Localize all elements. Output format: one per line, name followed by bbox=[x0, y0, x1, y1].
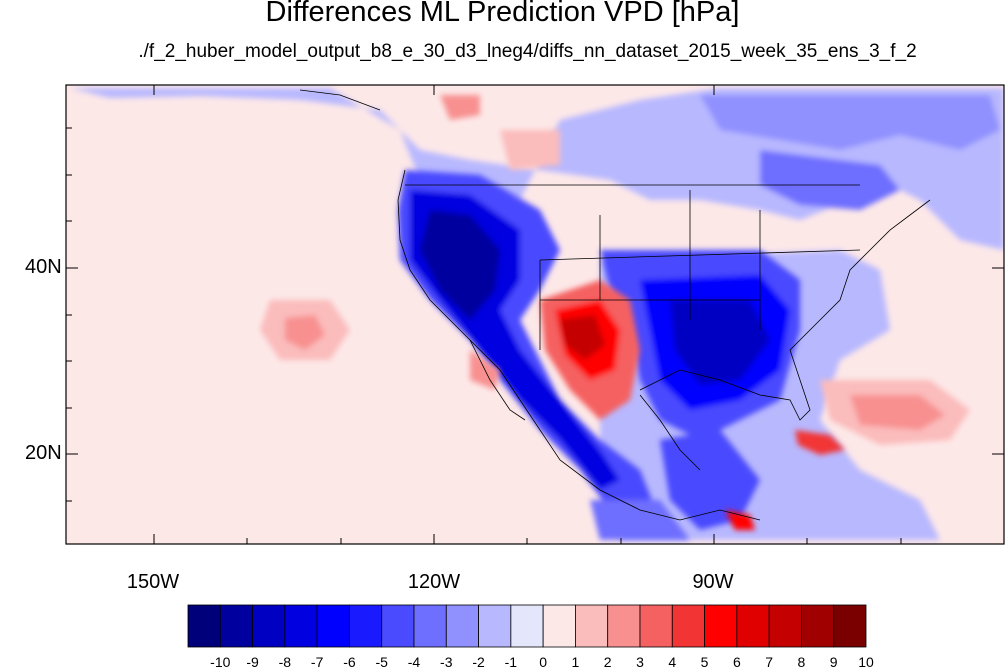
colorbar-label: -10 bbox=[210, 654, 231, 670]
lon-label-120w: 120W bbox=[407, 571, 461, 593]
colorbar-label: 5 bbox=[700, 654, 709, 670]
colorbar-swatch bbox=[671, 604, 705, 648]
difference-field bbox=[66, 85, 1004, 544]
colorbar-swatch bbox=[219, 604, 253, 648]
colorbar-label: -6 bbox=[343, 654, 356, 670]
colorbar-label: -4 bbox=[407, 654, 421, 670]
colorbar-swatch bbox=[768, 604, 802, 648]
colorbar-label: -8 bbox=[278, 654, 292, 670]
negative-regions-deep bbox=[398, 170, 800, 540]
colorbar-label: -9 bbox=[246, 654, 259, 670]
colorbar-swatch bbox=[349, 604, 383, 648]
colorbar-swatch bbox=[187, 604, 221, 648]
colorbar-label: 9 bbox=[829, 654, 838, 670]
lat-label-40n: 40N bbox=[25, 256, 62, 278]
colorbar-label: 7 bbox=[765, 654, 774, 670]
colorbar-label: 4 bbox=[668, 654, 677, 670]
positive-regions bbox=[260, 95, 970, 530]
colorbar-label: 1 bbox=[571, 654, 580, 670]
colorbar-label: 2 bbox=[603, 654, 612, 670]
axis-ticks bbox=[66, 85, 1004, 544]
lon-label-150w: 150W bbox=[126, 571, 180, 593]
colorbar-swatch bbox=[510, 604, 544, 648]
colorbar-swatch bbox=[316, 604, 350, 648]
colorbar-label: -2 bbox=[472, 654, 485, 670]
colorbar-swatch bbox=[704, 604, 738, 648]
colorbar-label: 0 bbox=[539, 654, 548, 670]
colorbar-swatch bbox=[381, 604, 415, 648]
colorbar bbox=[187, 604, 867, 648]
colorbar-swatch bbox=[833, 604, 867, 648]
colorbar-label: -3 bbox=[440, 654, 453, 670]
map-title: Differences ML Prediction VPD [hPa] bbox=[265, 0, 740, 28]
colorbar-swatch bbox=[445, 604, 479, 648]
colorbar-swatch bbox=[801, 604, 835, 648]
colorbar-swatch bbox=[575, 604, 609, 648]
lon-label-90w: 90W bbox=[692, 571, 734, 593]
colorbar-swatch bbox=[478, 604, 512, 648]
colorbar-label: -7 bbox=[310, 654, 324, 670]
colorbar-swatch bbox=[639, 604, 673, 648]
colorbar-swatch bbox=[284, 604, 318, 648]
colorbar-label: 8 bbox=[797, 654, 806, 670]
colorbar-label: -5 bbox=[375, 654, 388, 670]
colorbar-swatch bbox=[607, 604, 641, 648]
colorbar-swatch bbox=[542, 604, 576, 648]
colorbar-swatch bbox=[736, 604, 770, 648]
lat-label-20n: 20N bbox=[25, 442, 62, 464]
map-subtitle: ./f_2_huber_model_output_b8_e_30_d3_lneg… bbox=[138, 41, 917, 62]
colorbar-label: 10 bbox=[858, 654, 874, 670]
coastlines bbox=[299, 89, 931, 521]
colorbar-label: 6 bbox=[732, 654, 741, 670]
colorbar-label: 3 bbox=[636, 654, 644, 670]
colorbar-swatch bbox=[252, 604, 286, 648]
colorbar-swatch bbox=[413, 604, 447, 648]
colorbar-label: -1 bbox=[504, 654, 518, 670]
